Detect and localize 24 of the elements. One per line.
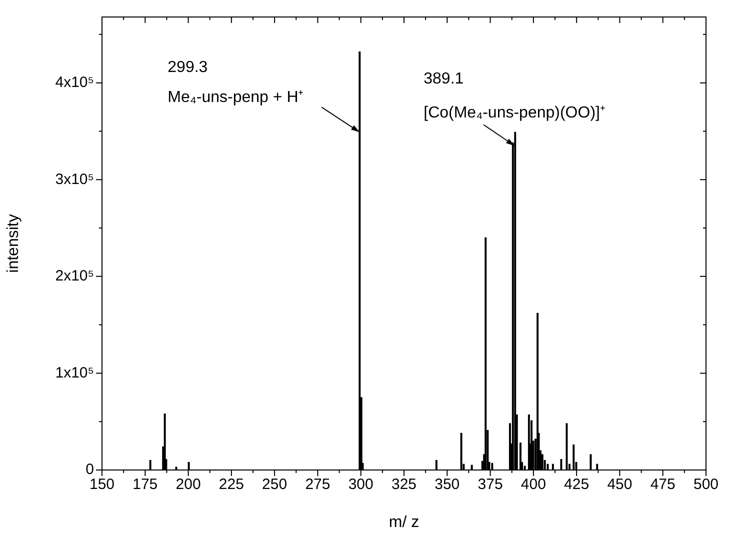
x-tick-label: 375 [478,476,503,494]
x-tick-label: 400 [520,476,546,494]
x-tick-label: 275 [305,476,330,494]
y-tick-label: 2x10⁵ [55,268,94,285]
annotation: 299.3 Me₄-uns-penp + H⁺ [168,59,304,106]
x-tick-label: 500 [693,476,719,494]
x-tick-label: 200 [176,476,201,494]
x-tick-label: 225 [218,476,244,494]
x-tick-label: 475 [650,476,676,494]
y-tick-label: 0 [86,461,94,478]
y-tick-label: 1x10⁵ [55,364,94,382]
x-tick-label: 150 [89,476,115,494]
x-tick-label: 175 [132,476,158,494]
x-tick-label: 350 [434,476,460,494]
y-tick-label: 4x10⁵ [55,74,94,91]
x-tick-label: 425 [564,476,590,494]
x-tick-label: 450 [607,476,632,494]
y-axis-title: intensity [5,214,22,273]
x-tick-label: 325 [391,476,417,494]
x-axis-title: m/ z [388,514,420,531]
x-tick-label: 300 [348,476,374,494]
x-tick-label: 250 [262,476,288,494]
annotation: 389.1 [Co(Me₄-uns-penp)(OO)]⁺ [424,70,605,122]
y-tick-label: 3x10⁵ [55,170,94,188]
